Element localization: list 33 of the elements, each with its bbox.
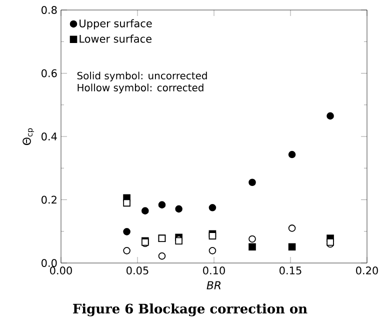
x-tick-label: 0.20 — [356, 266, 378, 274]
point — [158, 252, 166, 260]
y-tick-label: 0.0 — [42, 259, 57, 267]
point — [288, 224, 296, 232]
legend-label: Lower surface — [80, 34, 152, 43]
x-tick-label: 0.10 — [203, 266, 225, 274]
point — [123, 228, 130, 236]
point — [326, 112, 334, 120]
y-axis-title: Θ$_{cp}$ — [22, 128, 34, 145]
point — [248, 178, 256, 186]
point — [123, 247, 130, 254]
annotation: Hollow symbol: corrected — [78, 84, 204, 94]
point — [158, 201, 166, 208]
y-tick-label: 0.6 — [42, 69, 57, 78]
point — [248, 243, 256, 251]
caption: Figure 6 Blockage correction on — [73, 304, 308, 316]
point — [288, 243, 296, 251]
point — [208, 204, 216, 212]
y-tick-label: 0.2 — [42, 196, 56, 204]
point — [142, 207, 149, 214]
point — [175, 205, 182, 213]
x-tick-label: 0.00 — [50, 266, 72, 274]
y-tick-label: 0.4 — [42, 132, 57, 140]
x-tick-label: 0.05 — [126, 266, 148, 274]
x-axis-title: BR — [206, 281, 221, 290]
point — [248, 235, 256, 243]
y-tick-label: 0.8 — [42, 6, 57, 14]
annotation: Solid symbol: uncorrected — [77, 72, 207, 82]
point — [208, 247, 216, 254]
point — [288, 150, 296, 158]
point — [123, 199, 130, 207]
legend-label: Upper surface — [80, 19, 152, 30]
x-tick-label: 0.15 — [280, 266, 302, 274]
